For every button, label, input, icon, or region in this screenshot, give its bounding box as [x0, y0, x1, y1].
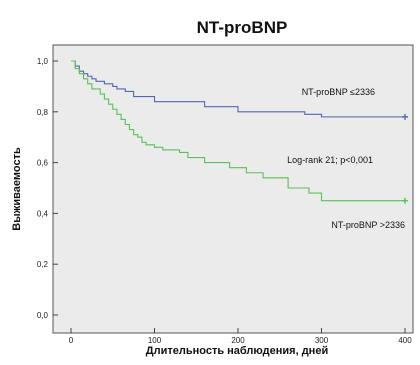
x-axis-label: Длительность наблюдения, дней	[146, 345, 328, 357]
logrank-annotation: Log-rank 21; p<0,001	[287, 155, 373, 165]
series2-label: NT-proBNP >2336	[331, 220, 405, 230]
y-tick-label: 0,2	[37, 260, 49, 269]
x-tick-label: 300	[315, 336, 329, 345]
chart-title: NT-proBNP	[197, 18, 288, 37]
plot-area	[52, 44, 414, 334]
censor-mark-1	[402, 113, 408, 120]
censor-mark-2	[402, 197, 408, 204]
y-tick-label: 1,0	[37, 57, 49, 66]
x-tick-label: 0	[69, 336, 74, 345]
x-tick-label: 200	[231, 336, 245, 345]
series1-label: NT-proBNP ≤2336	[302, 87, 375, 97]
y-axis-label: Выживаемость	[11, 147, 23, 231]
survival-curves	[71, 60, 408, 204]
y-tick-label: 0,4	[37, 209, 49, 218]
x-tick-label: 400	[398, 336, 412, 345]
y-tick-label: 0,0	[37, 311, 49, 320]
y-axis: 0,0 0,2 0,4 0,6 0,8 1,0	[37, 57, 58, 320]
y-tick-label: 0,6	[37, 159, 49, 168]
x-tick-label: 100	[148, 336, 162, 345]
x-axis: 0 100 200 300 400	[69, 328, 412, 345]
y-tick-label: 0,8	[37, 108, 49, 117]
survival-curve-2	[71, 60, 405, 202]
